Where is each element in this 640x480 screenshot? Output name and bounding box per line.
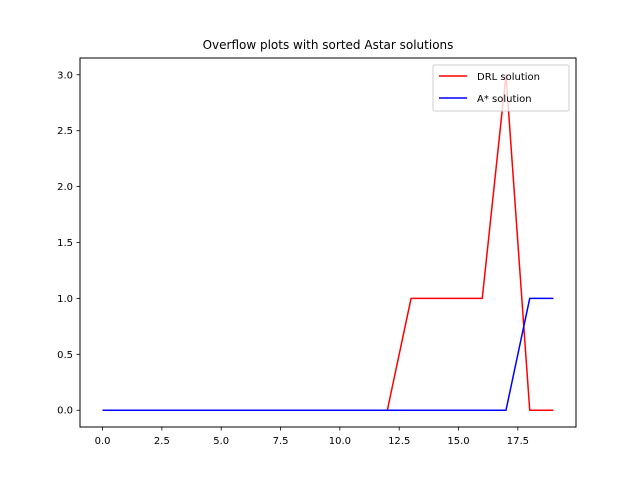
x-axis: 0.0 2.5 5.0 7.5 10.0 12.5 15.0 17.5 xyxy=(95,427,529,447)
y-tick-label: 1.0 xyxy=(57,294,73,305)
y-tick-label: 2.5 xyxy=(57,126,73,137)
plot-area xyxy=(102,74,554,411)
y-tick-label: 0.5 xyxy=(57,350,73,361)
x-tick-label: 15.0 xyxy=(447,436,469,447)
y-tick-label: 1.5 xyxy=(57,238,73,249)
y-tick-label: 3.0 xyxy=(57,70,73,81)
legend: DRL solution A* solution xyxy=(432,64,570,112)
x-tick-label: 12.5 xyxy=(388,436,410,447)
x-tick-label: 7.5 xyxy=(273,436,289,447)
legend-label-2: A* solution xyxy=(477,94,532,105)
x-tick-label: 2.5 xyxy=(154,436,170,447)
x-tick-label: 10.0 xyxy=(329,436,351,447)
x-tick-label: 5.0 xyxy=(213,436,229,447)
x-tick-label: 0.0 xyxy=(95,436,111,447)
y-tick-label: 0.0 xyxy=(57,406,73,417)
chart-title: Overflow plots with sorted Astar solutio… xyxy=(203,38,454,52)
y-axis: 0.0 0.5 1.0 1.5 2.0 2.5 3.0 xyxy=(57,70,80,417)
legend-label-1: DRL solution xyxy=(477,72,540,83)
x-tick-label: 17.5 xyxy=(507,436,529,447)
y-tick-label: 2.0 xyxy=(57,182,73,193)
series-line-1 xyxy=(102,74,554,411)
series-line-2 xyxy=(102,297,554,411)
